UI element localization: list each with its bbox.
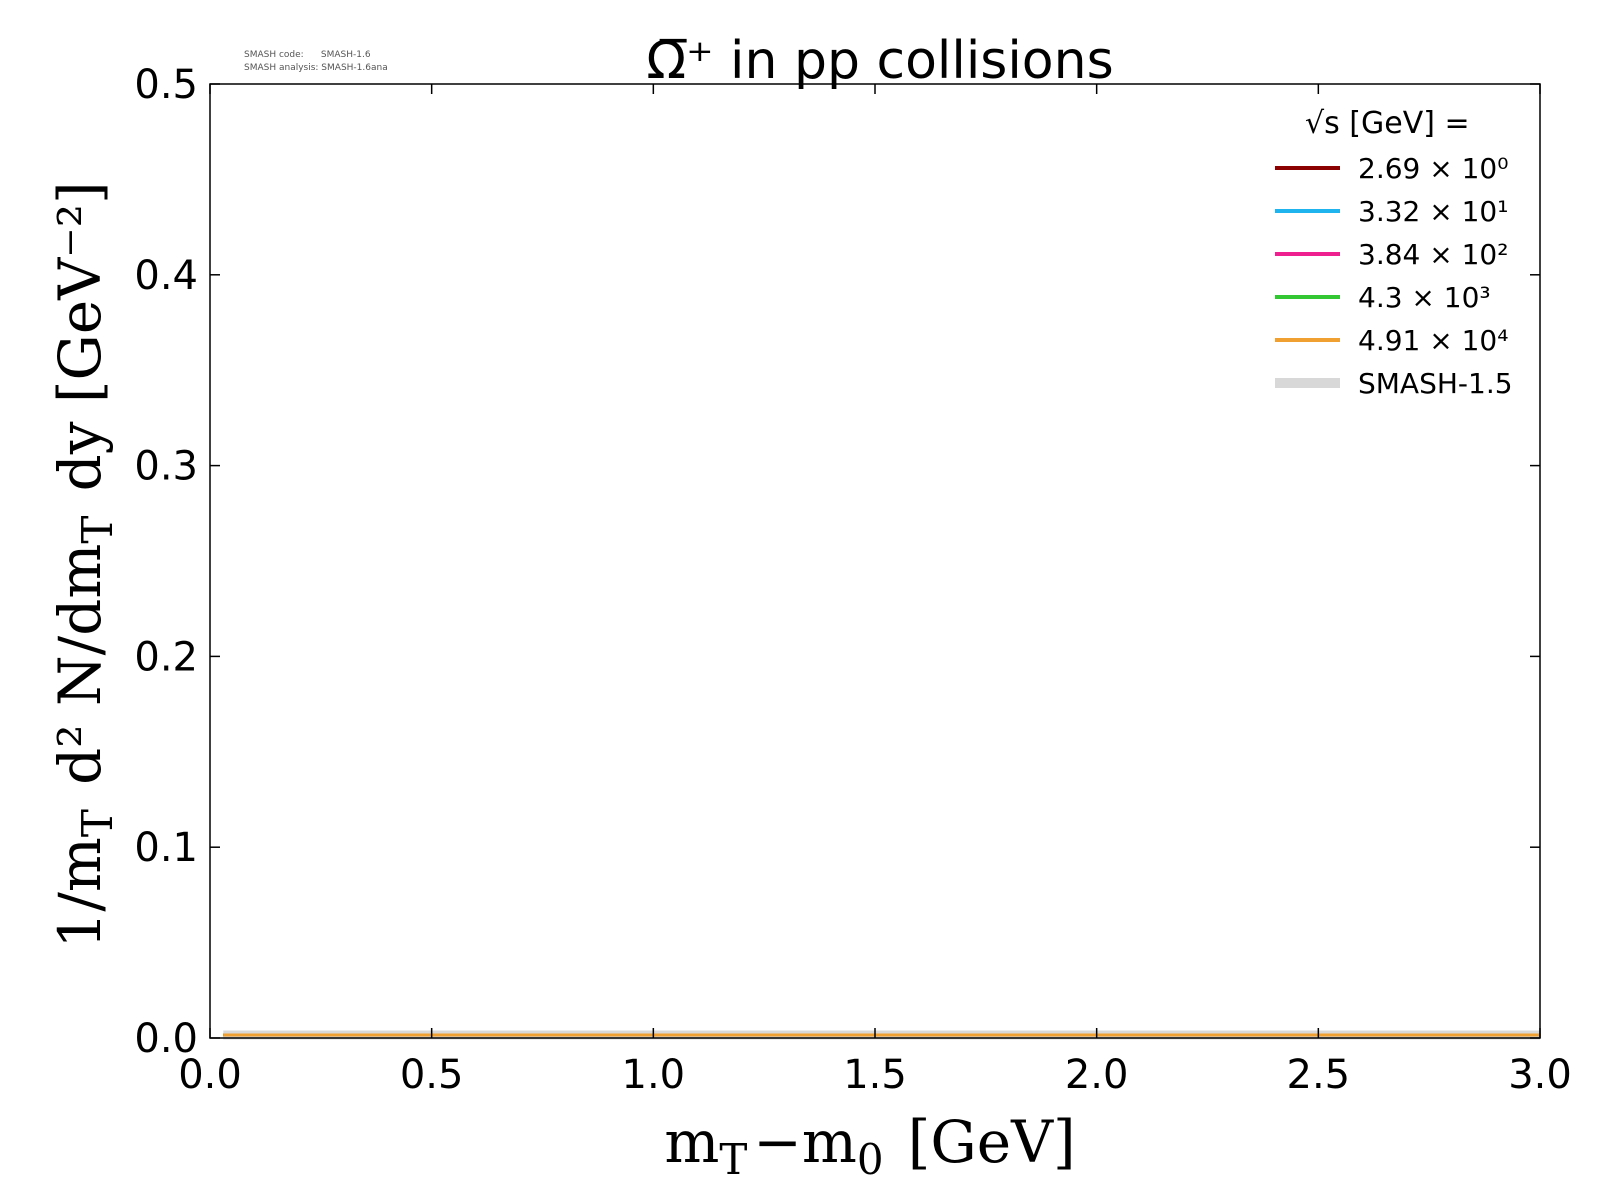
legend-label-5: SMASH-1.5 <box>1358 367 1513 400</box>
legend-label-4: 4.91 × 10⁴ <box>1358 324 1508 357</box>
x-axis-label: mT −m0 [GeV] <box>664 1108 1075 1184</box>
x-tick-label-3: 1.5 <box>843 1052 907 1098</box>
x-tick-label-6: 3.0 <box>1508 1052 1572 1098</box>
svg-text:mT −m0 [GeV]: mT −m0 [GeV] <box>664 1108 1075 1184</box>
legend-label-1: 3.32 × 10¹ <box>1358 195 1508 228</box>
x-tick-label-2: 1.0 <box>622 1052 686 1098</box>
annotation-code: SMASH code: SMASH-1.6 <box>244 50 371 60</box>
axes: 0.0 0.5 1.0 1.5 2.0 2.5 3.0 0.0 0.1 0.2 0.3 0.4 0.5 <box>134 62 1571 1098</box>
legend-label-2: 3.84 × 10² <box>1358 238 1508 271</box>
chart-title: Ω̅⁺ in pp collisions <box>646 31 1113 91</box>
y-tick-label-5: 0.5 <box>134 62 198 108</box>
legend: √s [GeV] = 2.69 × 10⁰ 3.32 × 10¹ 3.84 × 10²… <box>1275 106 1513 400</box>
y-tick-label-0: 0.0 <box>134 1016 198 1062</box>
y-tick-label-3: 0.3 <box>134 444 198 490</box>
y-tick-label-2: 0.2 <box>134 634 198 680</box>
svg-text:1/mT d² N/dmT dy [GeV⁻²]: 1/mT d² N/dmT dy [GeV⁻²] <box>46 181 122 948</box>
x-tick-label-0: 0.0 <box>178 1052 242 1098</box>
x-tick-label-5: 2.5 <box>1287 1052 1351 1098</box>
legend-title: √s [GeV] = <box>1305 106 1470 141</box>
y-tick-label-1: 0.1 <box>134 825 198 871</box>
x-tick-label-4: 2.0 <box>1065 1052 1129 1098</box>
plot-frame <box>209 83 1541 1039</box>
x-tick-label-1: 0.5 <box>400 1052 464 1098</box>
y-axis-label: 1/mT d² N/dmT dy [GeV⁻²] <box>46 181 122 948</box>
legend-label-0: 2.69 × 10⁰ <box>1358 152 1508 185</box>
legend-label-3: 4.3 × 10³ <box>1358 281 1491 314</box>
annotation-analysis: SMASH analysis: SMASH-1.6ana <box>244 63 388 73</box>
y-tick-label-4: 0.4 <box>134 253 198 299</box>
